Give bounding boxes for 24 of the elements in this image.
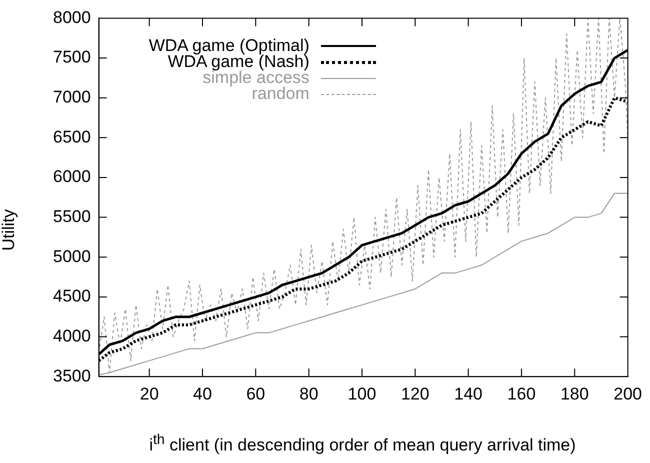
legend-label: random	[252, 84, 310, 104]
legend-label: WDA game (Optimal)	[148, 36, 310, 56]
y-tick-label: 8000	[52, 8, 91, 27]
x-tick-label: 140	[454, 384, 483, 404]
x-tick-label: 20	[140, 384, 159, 404]
y-tick-label: 7000	[52, 88, 91, 107]
y-tick-label: 6000	[52, 167, 91, 186]
x-tick-label: 80	[299, 384, 318, 404]
y-tick-label: 3500	[52, 366, 91, 386]
y-tick-label: 5000	[52, 246, 91, 266]
x-tick-label: 180	[560, 384, 589, 404]
x-tick-label: 160	[507, 384, 536, 404]
x-tick-label: 120	[400, 384, 430, 404]
x-axis-title: i$^{th}$ client (in descending order of mean query arrival time)	[148, 432, 577, 456]
x-tick-label: 40	[193, 384, 212, 404]
x-tick-label: 60	[246, 384, 266, 404]
y-axis-title: Utility	[0, 209, 19, 251]
y-tick-label: 4000	[52, 326, 91, 346]
x-tick-label: 100	[348, 384, 376, 404]
y-tick-label: 6500	[52, 127, 91, 146]
x-tick-label: 200	[614, 384, 642, 404]
y-tick-label: 7500	[52, 48, 91, 67]
y-tick-label: 4500	[52, 286, 91, 306]
y-tick-label: 5500	[52, 207, 91, 226]
